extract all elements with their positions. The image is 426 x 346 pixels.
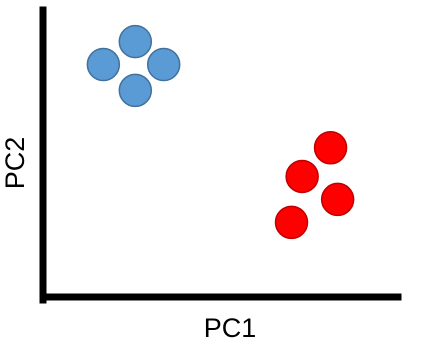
scatter-point-series2-4 xyxy=(274,205,309,240)
scatter-point-series2-3 xyxy=(320,182,355,217)
scatter-point-series1-1 xyxy=(118,24,153,59)
scatter-point-series2-1 xyxy=(313,131,348,165)
y-axis-title: PC2 xyxy=(0,137,30,190)
points-layer xyxy=(86,24,355,240)
scatter-point-series1-3 xyxy=(146,47,181,82)
scatter-point-series2-2 xyxy=(285,159,319,194)
x-axis-title: PC1 xyxy=(204,313,257,343)
scatter-point-series1-4 xyxy=(118,73,153,108)
scatter-point-series1-2 xyxy=(86,47,121,82)
